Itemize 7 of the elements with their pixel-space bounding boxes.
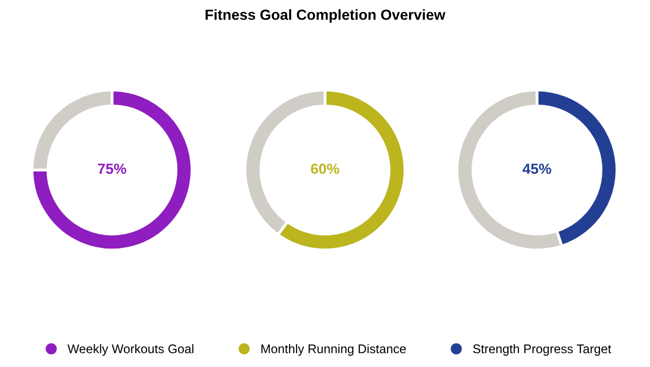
data-label: 75% — [98, 164, 126, 174]
data-label: 45% — [522, 164, 552, 174]
legend-label: Strength Progress Target — [473, 344, 612, 356]
legend-label: Monthly Running Distance — [261, 344, 406, 356]
chart-title: Fitness Goal Completion Overview — [206, 9, 446, 23]
data-label: 60% — [310, 164, 340, 174]
legend-label: Weekly Workouts Goal — [68, 344, 194, 356]
